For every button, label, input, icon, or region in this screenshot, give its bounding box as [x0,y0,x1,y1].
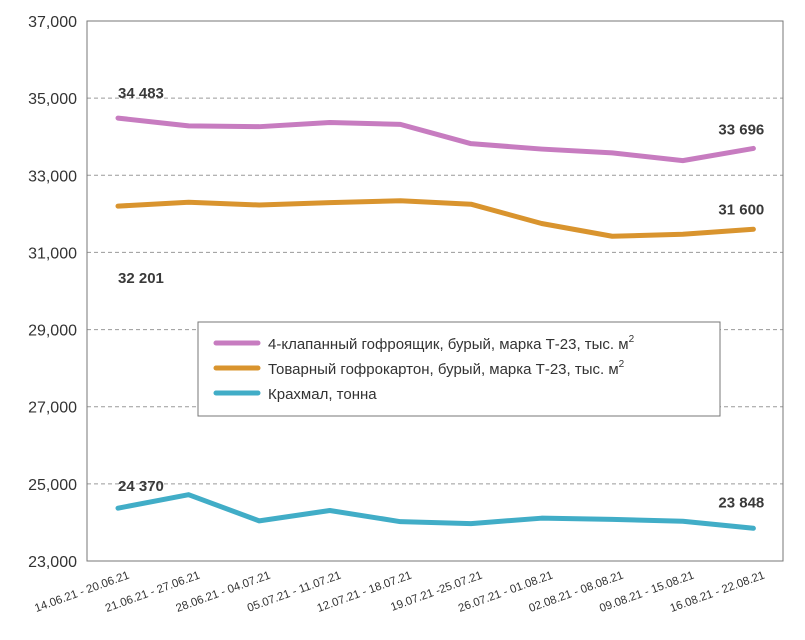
data-label: 31 600 [718,201,764,218]
legend-label: Крахмал, тонна [268,386,377,403]
legend-item: Товарный гофрокартон, бурый, марка Т-23,… [213,359,625,378]
legend-item: Крахмал, тонна [213,386,377,403]
data-labels: 34 483 33 696 32 201 31 600 24 370 23 848 [118,85,764,511]
data-label: 24 370 [118,478,164,495]
legend-label: 4-клапанный гофроящик, бурый, марка Т-23… [268,334,635,353]
grid-lines [87,97,783,485]
legend-label: Товарный гофрокартон, бурый, марка Т-23,… [268,359,625,378]
plot-frame [86,20,784,562]
y-tick-label: 23,000 [28,554,77,571]
data-label: 23 848 [718,494,764,511]
series-line [115,492,756,531]
y-tick-label: 37,000 [28,14,77,31]
data-label: 32 201 [118,270,164,287]
y-tick-label: 35,000 [28,91,77,108]
legend-box [197,321,721,417]
y-tick-label: 25,000 [28,477,77,494]
data-label: 33 696 [718,121,764,138]
series-line [115,198,756,239]
y-tick-label: 33,000 [28,168,77,185]
series-line [115,115,756,164]
data-label: 34 483 [118,85,164,102]
y-tick-label: 31,000 [28,245,77,262]
y-tick-label: 27,000 [28,400,77,417]
series-lines [115,115,756,531]
y-axis: 23,000 25,000 27,000 29,000 31,000 33,000 35,0… [28,14,77,571]
legend: 4-клапанный гофроящик, бурый, марка Т-23… [197,321,721,417]
legend-item: 4-клапанный гофроящик, бурый, марка Т-23… [213,334,635,353]
y-tick-label: 29,000 [28,323,77,340]
